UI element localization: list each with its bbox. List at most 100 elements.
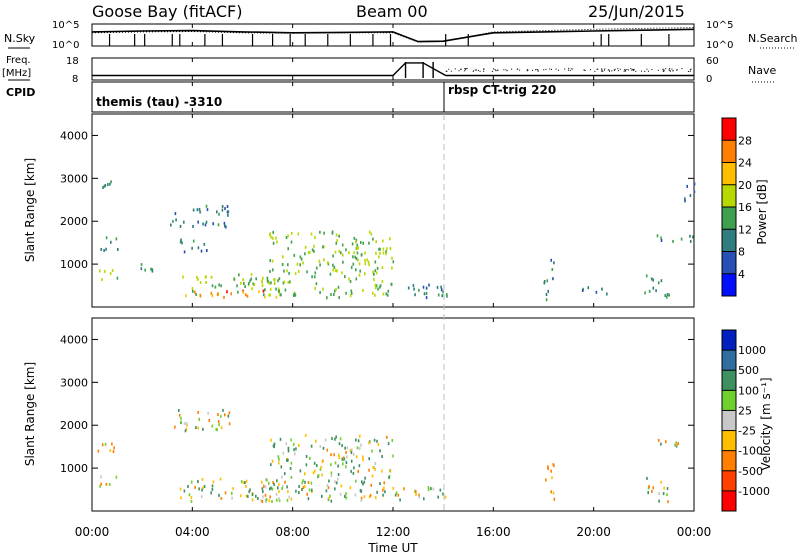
velocity-data-cell-84 [278,482,280,486]
velocity-cb-swatch-5 [722,430,736,452]
power-data-cell-216 [386,247,388,251]
velocity-data-cell-142 [334,487,336,491]
velocity-cb-swatch-6 [722,450,736,472]
velocity-data-cell-174 [328,496,330,500]
velocity-data-cell-22 [220,414,222,418]
nave-dot-113 [611,70,613,72]
velocity-data-cell-295 [295,447,297,451]
power-data-cell-125 [244,293,247,297]
power-data-cell-190 [385,292,388,296]
power-data-cell-163 [389,247,392,251]
beam-title: Beam 00 [356,2,428,21]
power-data-cell-219 [342,253,344,257]
velocity-data-cell-126 [370,483,372,487]
velocity-data-cell-310 [395,491,398,495]
nave-dot-38 [589,69,591,71]
velocity-cb-frame [721,329,737,512]
nave-dot-16 [651,68,653,70]
velocity-data-cell-136 [302,479,304,483]
power-data-cell-31 [175,218,177,222]
power-data-cell-256 [294,272,297,276]
cpid-program-2: rbsp CT-trig 220 [448,83,556,97]
power-data-cell-6 [105,236,108,240]
velocity-data-cell-184 [368,457,370,461]
time-axis-label: Time UT [367,541,418,554]
time-label-3: 12:00 [376,525,411,539]
velocity-data-cell-195 [286,498,289,502]
power-data-cell-113 [182,275,184,279]
velocity-data-cell-175 [355,479,357,483]
power-data-cell-283 [280,293,282,297]
power-data-cell-303 [362,289,364,292]
velocity-cb-swatch-3 [722,390,736,411]
velocity-cb-label-2: 100 [738,384,759,397]
velocity-data-cell-75 [190,480,193,484]
power-data-cell-210 [372,270,374,274]
velocity-data-cell-145 [335,435,337,439]
power-data-cell-22 [144,268,146,272]
power-data-cell-161 [318,259,321,263]
nave-dot-99 [464,70,466,72]
nave-dot-109 [492,68,494,70]
velocity-data-cell-222 [293,448,295,452]
power-data-cell-213 [340,251,342,255]
velocity-data-cell-325 [550,469,552,473]
velocity-data-cell-148 [358,447,361,450]
nave-dot-67 [617,70,619,72]
power-data-cell-58 [197,246,200,250]
power-data-cell-360 [581,289,584,292]
velocity-data-cell-30 [228,422,231,426]
nave-dot-35 [569,70,571,72]
power-data-cell-38 [224,224,226,228]
power-data-cell-196 [385,250,387,254]
velocity-data-cell-11 [115,475,118,479]
velocity-data-cell-106 [265,498,268,502]
nave-dot-71 [665,68,667,70]
velocity-data-cell-19 [174,425,176,429]
velocity-data-cell-29 [178,409,180,412]
velocity-data-cell-226 [346,455,348,459]
velocity-data-cell-250 [376,490,378,494]
nave-dot-27 [572,68,574,70]
velocity-data-cell-348 [674,443,677,447]
power-data-cell-254 [378,247,380,251]
power-data-cell-262 [272,268,274,272]
velocity-data-cell-107 [271,500,273,504]
power-data-cell-59 [183,250,186,254]
power-data-cell-284 [338,249,341,253]
nave-dot-53 [597,68,599,70]
velocity-data-cell-258 [342,458,345,461]
velocity-data-cell-105 [260,499,262,503]
power-data-cell-243 [313,244,315,248]
power-data-cell-353 [545,298,548,302]
velocity-data-cell-343 [658,492,660,495]
noise-line-1 [91,27,695,43]
power-data-cell-81 [236,284,238,288]
power-data-cell-143 [391,266,393,270]
velocity-data-cell-335 [646,476,648,480]
velocity-data-cell-102 [220,496,223,500]
power-data-cell-194 [332,254,334,258]
power-data-cell-168 [354,255,356,259]
power-data-cell-342 [412,284,415,288]
power-data-cell-39 [192,208,195,212]
power-data-cell-375 [650,277,653,281]
power-data-cell-144 [350,289,353,293]
velocity-data-cell-97 [200,495,203,499]
nave-dot-83 [687,70,689,72]
power-data-cell-159 [375,284,378,288]
velocity-data-cell-80 [261,487,264,491]
velocity-data-cell-288 [304,434,307,437]
time-label-6: 00:00 [677,525,712,539]
power-data-cell-318 [276,240,278,244]
nave-dot-21 [460,68,462,70]
power-cb-swatch-3 [722,184,736,208]
velocity-data-cell-210 [281,484,284,488]
velocity-data-cell-306 [394,493,397,497]
velocity-data-cell-88 [270,486,272,490]
power-data-cell-191 [288,271,290,275]
power-data-cell-7 [109,182,111,186]
power-data-cell-292 [296,262,299,266]
velocity-data-cell-77 [262,490,264,494]
